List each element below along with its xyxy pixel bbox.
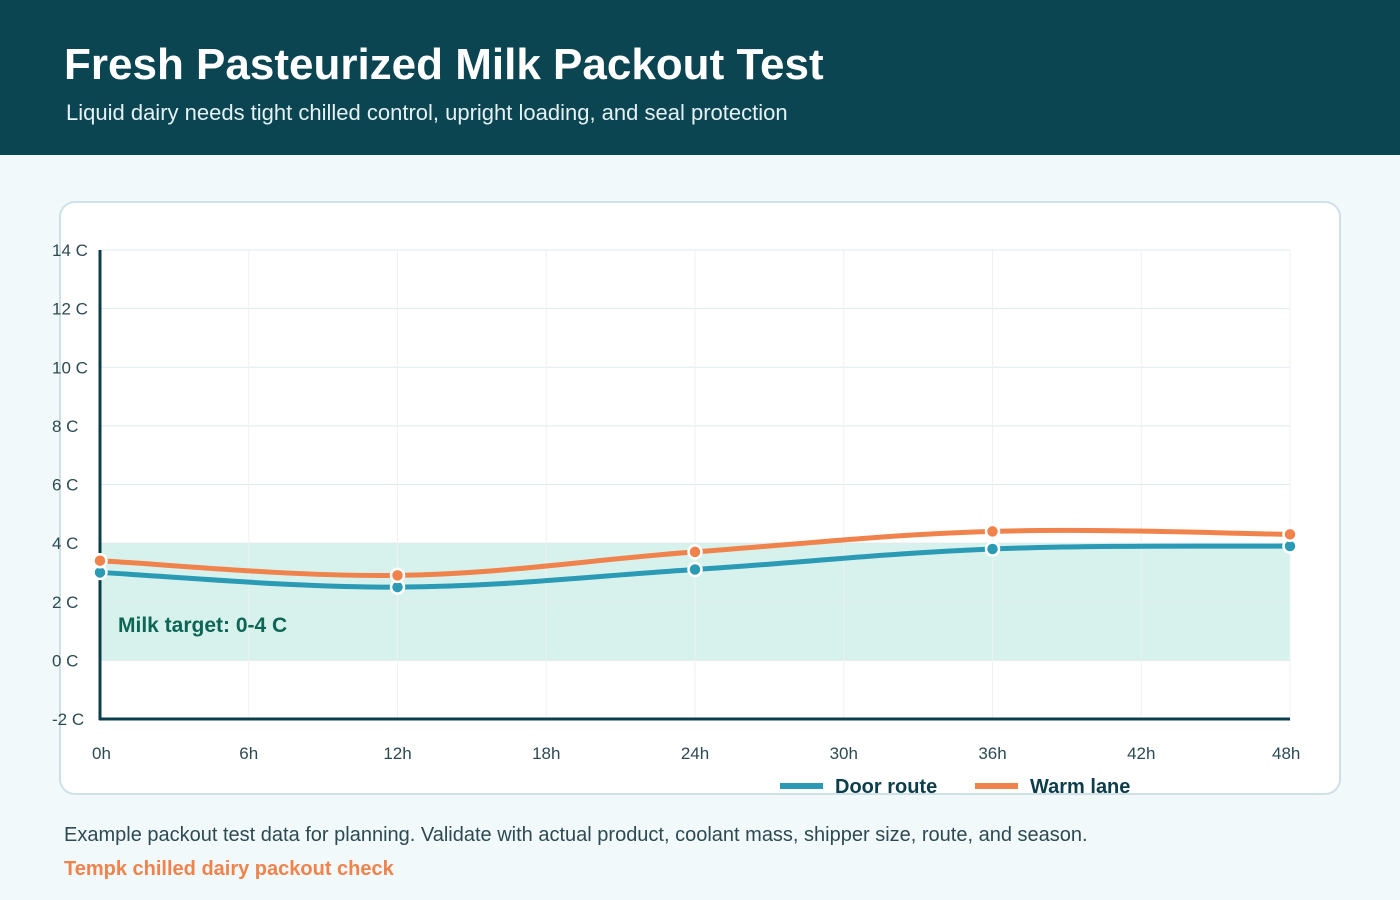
warm-lane-point xyxy=(1282,526,1298,543)
x-tick-label: 0h xyxy=(92,744,111,763)
y-tick-label: 6 C xyxy=(52,476,78,495)
brand-caption: Tempk chilled dairy packout check xyxy=(64,858,394,880)
y-tick-label: 2 C xyxy=(52,593,78,612)
y-tick-label: 14 C xyxy=(52,241,88,260)
y-tick-label: -2 C xyxy=(52,710,84,729)
chart-card xyxy=(59,201,1341,795)
warm-lane-point xyxy=(984,523,1001,540)
y-tick-label: 8 C xyxy=(52,417,78,436)
legend-label-door-route: Door route xyxy=(835,776,937,798)
x-tick-label: 42h xyxy=(1127,744,1155,763)
x-tick-label: 24h xyxy=(681,744,709,763)
y-tick-label: 12 C xyxy=(52,300,88,319)
y-tick-label: 4 C xyxy=(52,534,78,553)
door-route-point xyxy=(687,561,703,578)
x-tick-label: 30h xyxy=(830,744,858,763)
x-tick-label: 36h xyxy=(978,744,1006,763)
warm-lane-point xyxy=(389,567,406,584)
page-title: Fresh Pasteurized Milk Packout Test xyxy=(64,40,824,89)
page-header: Fresh Pasteurized Milk Packout Test Liqu… xyxy=(0,0,1400,155)
x-tick-label: 18h xyxy=(532,744,560,763)
page-subtitle: Liquid dairy needs tight chilled control… xyxy=(66,100,788,125)
door-route-point xyxy=(984,541,1001,557)
legend-label-warm-lane: Warm lane xyxy=(1030,776,1130,798)
disclaimer-note: Example packout test data for planning. … xyxy=(64,824,1088,846)
warm-lane-point xyxy=(92,552,108,569)
warm-lane-point xyxy=(687,544,703,560)
x-tick-label: 12h xyxy=(383,744,411,763)
target-band-label: Milk target: 0-4 C xyxy=(118,614,287,637)
x-tick-label: 48h xyxy=(1272,744,1300,763)
y-tick-label: 10 C xyxy=(52,358,88,377)
y-tick-label: 0 C xyxy=(52,651,78,670)
x-tick-label: 6h xyxy=(239,744,258,763)
